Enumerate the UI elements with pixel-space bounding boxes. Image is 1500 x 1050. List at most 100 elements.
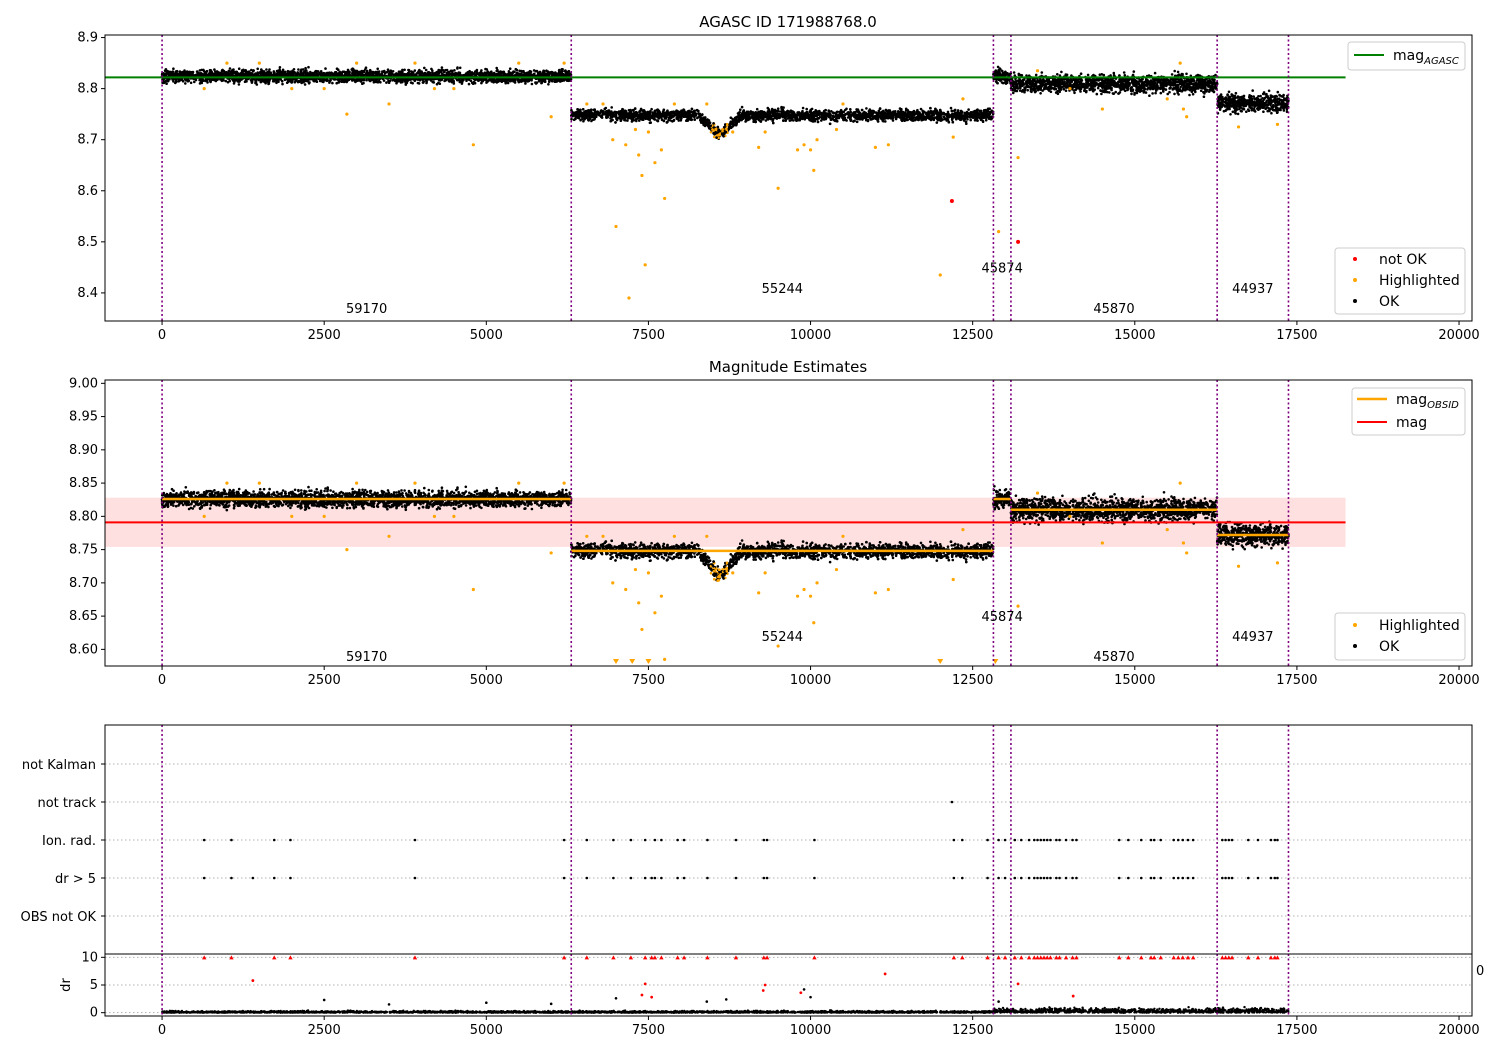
data-point	[373, 71, 377, 74]
data-point	[304, 74, 307, 77]
data-point	[425, 81, 428, 85]
data-point	[257, 78, 261, 82]
data-point	[474, 73, 478, 77]
data-point	[530, 82, 534, 86]
data-point	[224, 70, 228, 74]
data-point	[322, 71, 325, 75]
data-point	[495, 66, 499, 70]
data-point	[540, 79, 543, 82]
data-point	[547, 83, 550, 86]
data-point	[401, 80, 404, 84]
data-point	[472, 80, 476, 84]
data-point	[320, 79, 324, 83]
data-point	[219, 78, 222, 81]
data-point	[740, 105, 744, 109]
data-point	[331, 81, 334, 85]
data-point	[331, 72, 335, 75]
data-point	[409, 81, 413, 84]
data-point	[355, 78, 358, 82]
data-point	[224, 79, 228, 83]
data-point	[262, 71, 266, 74]
data-point	[244, 71, 248, 75]
data-point	[390, 72, 394, 76]
data-point	[544, 73, 548, 76]
data-point	[260, 79, 263, 82]
panel-1-title: AGASC ID 171988768.0	[699, 13, 877, 31]
data-point	[293, 71, 297, 74]
data-point	[424, 68, 428, 72]
data-point	[542, 69, 546, 73]
data-point	[181, 71, 185, 75]
data-point	[946, 110, 950, 114]
data-point	[984, 118, 988, 122]
data-point	[372, 81, 376, 84]
data-point	[209, 79, 212, 83]
data-point	[451, 72, 454, 75]
data-point	[189, 81, 193, 85]
data-point	[335, 81, 339, 85]
data-point	[369, 70, 372, 73]
data-point	[189, 72, 192, 75]
data-point	[293, 80, 297, 84]
data-point	[288, 79, 291, 82]
data-point	[845, 119, 848, 122]
data-point	[459, 80, 462, 83]
data-point	[357, 78, 361, 81]
data-point	[260, 70, 263, 73]
data-point	[553, 79, 557, 83]
data-point	[522, 69, 525, 73]
data-point	[386, 68, 390, 71]
data-point	[776, 107, 780, 110]
data-point	[395, 80, 399, 83]
data-point	[324, 67, 327, 70]
data-point	[265, 71, 269, 75]
data-point	[438, 78, 442, 81]
data-point	[299, 79, 302, 83]
data-point	[217, 71, 221, 74]
data-point	[570, 117, 573, 121]
data-point	[362, 81, 365, 85]
data-point	[432, 78, 436, 81]
data-point	[480, 81, 483, 85]
data-point	[447, 79, 451, 82]
data-point	[467, 82, 471, 86]
data-point	[470, 71, 473, 74]
data-point	[464, 74, 467, 77]
data-point	[382, 79, 386, 82]
data-point	[164, 68, 168, 71]
data-point	[365, 71, 369, 75]
data-point	[475, 68, 479, 72]
data-point	[590, 119, 593, 123]
data-point	[555, 73, 558, 77]
data-point	[202, 69, 206, 73]
data-point	[267, 81, 270, 84]
data-point	[610, 106, 613, 109]
data-point	[244, 79, 247, 83]
data-point	[567, 79, 570, 83]
data-point	[485, 68, 489, 71]
data-point	[820, 119, 823, 122]
data-point	[275, 69, 279, 73]
data-point	[491, 79, 495, 82]
data-point	[227, 73, 231, 76]
data-point	[283, 78, 287, 82]
data-point	[273, 71, 276, 75]
data-point	[482, 78, 486, 81]
data-point	[256, 67, 260, 71]
data-point	[413, 69, 417, 72]
data-point	[283, 70, 287, 74]
data-point	[278, 66, 282, 69]
data-point	[953, 108, 957, 112]
data-point	[805, 107, 808, 111]
data-point	[417, 69, 421, 73]
data-point	[333, 73, 337, 77]
data-point	[175, 70, 178, 74]
data-point	[526, 80, 530, 83]
data-point	[408, 69, 411, 73]
data-point	[554, 71, 557, 74]
data-point	[475, 71, 479, 74]
data-point	[518, 73, 522, 77]
data-point	[969, 118, 972, 122]
data-point	[365, 78, 368, 82]
